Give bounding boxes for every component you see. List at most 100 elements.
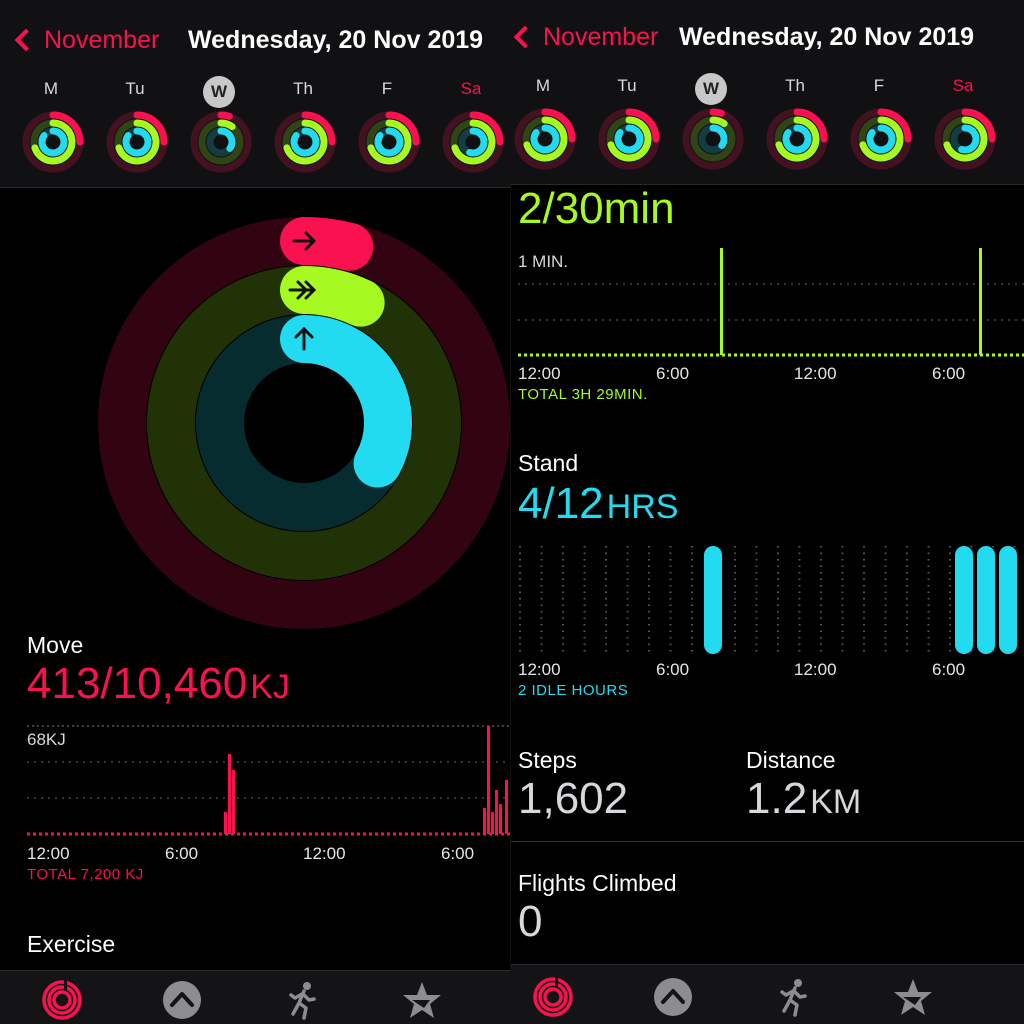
day-m[interactable]: M [14, 76, 88, 176]
tab-award-star[interactable] [891, 975, 935, 1019]
date-title: Wednesday, 20 Nov 2019 [679, 23, 975, 51]
stand-ring-progress [709, 124, 728, 149]
day-tu[interactable]: Tu [98, 76, 172, 176]
move-bar [487, 726, 490, 834]
day-label: Th [785, 76, 805, 95]
tab-activity-rings[interactable] [531, 975, 575, 1019]
move-bar [499, 804, 502, 834]
day-label: Sa [952, 76, 974, 95]
activity-rings-icon [533, 976, 573, 1017]
steps-title: Steps [518, 747, 577, 773]
stand-value-number: 4/12 [518, 479, 604, 528]
move-ring-progress [385, 111, 420, 146]
header: November Wednesday, 20 Nov 2019 M Tu W Th F S… [511, 0, 1024, 185]
exercise-chart-max-label: 1 MIN. [518, 252, 569, 271]
day-sa[interactable]: Sa [434, 76, 508, 176]
tab-activity-rings[interactable] [40, 978, 84, 1022]
day-label: F [873, 76, 885, 95]
award-star-icon [403, 982, 441, 1018]
move-ring-progress [961, 108, 996, 143]
award-star-icon [894, 979, 932, 1015]
exercise-ring-progress [31, 119, 76, 165]
exercise-double-arrow-icon [288, 280, 317, 300]
flights-title: Flights Climbed [518, 870, 677, 896]
activity-rings [98, 217, 510, 629]
move-unit: KJ [250, 668, 290, 706]
tick-label: 12:00 [27, 844, 70, 863]
nav-bar: November Wednesday, 20 Nov 2019 [511, 17, 1024, 57]
move-bar [505, 780, 508, 834]
tick-label: 6:00 [932, 364, 966, 383]
move-bar [228, 754, 231, 834]
day-w[interactable]: W [182, 76, 256, 176]
mini-activity-rings [106, 111, 168, 173]
activity-summary: Move 413/10,460KJ [0, 189, 510, 969]
stand-bar [999, 546, 1017, 654]
exercise-chart: 1 MIN. 12:00 6:00 12:00 6:00 TOTAL 3H 29… [518, 244, 1024, 404]
move-ring-progress [217, 111, 233, 120]
day-th[interactable]: Th [266, 76, 340, 176]
move-chart-plot [27, 725, 510, 836]
mini-activity-rings [274, 111, 336, 173]
move-bar [483, 808, 486, 834]
stand-value: 4/12HRS [518, 479, 678, 529]
stand-ring-progress [530, 124, 560, 154]
day-f[interactable]: F [842, 73, 916, 173]
tick-label: 12:00 [303, 844, 346, 863]
stand-bar [704, 546, 722, 654]
left-screen: November Wednesday, 20 Nov 2019 M Tu W Th F S… [0, 0, 510, 1024]
tick-label: 12:00 [518, 364, 561, 383]
stand-bar [977, 546, 995, 654]
move-ring-progress [301, 111, 336, 146]
week-strip: M Tu W Th F Sa [511, 73, 1024, 173]
day-label: M [43, 79, 59, 98]
day-w[interactable]: W [674, 73, 748, 173]
stand-unit: HRS [606, 488, 679, 526]
tab-award-star[interactable] [400, 978, 444, 1022]
tick-label: 12:00 [518, 660, 561, 679]
tab-running-figure[interactable] [280, 978, 324, 1022]
move-ring-progress [793, 108, 828, 143]
back-button[interactable]: November [511, 17, 658, 57]
exercise-ring-progress [451, 119, 496, 165]
mini-activity-rings [442, 111, 504, 173]
move-title: Move [27, 632, 84, 658]
stand-bars [704, 546, 1017, 654]
day-label: W [695, 73, 727, 105]
exercise-ring-progress [943, 116, 988, 162]
tab-chevron-up-circle[interactable] [160, 978, 204, 1022]
chevron-up-circle-icon [163, 981, 201, 1019]
day-f[interactable]: F [350, 76, 424, 176]
mini-activity-rings [22, 111, 84, 173]
stand-ring-progress [122, 127, 152, 157]
tick-label: 12:00 [794, 364, 837, 383]
distance-title: Distance [746, 747, 836, 773]
move-chart-max-label: 68KJ [27, 730, 66, 749]
mini-activity-rings [850, 108, 912, 170]
move-ring-progress [625, 108, 660, 143]
back-button[interactable]: November [12, 20, 159, 60]
tab-chevron-up-circle[interactable] [651, 975, 695, 1019]
exercise-ring-progress [523, 116, 568, 162]
day-tu[interactable]: Tu [590, 73, 664, 173]
day-th[interactable]: Th [758, 73, 832, 173]
day-label: Th [293, 79, 313, 98]
day-m[interactable]: M [511, 73, 580, 173]
stand-bar [955, 546, 973, 654]
activity-details: 2/30min 1 MIN. 12:00 6:00 12:00 6:00 TOT… [511, 186, 1024, 964]
mini-activity-rings [358, 111, 420, 173]
move-bar [495, 790, 498, 834]
date-title: Wednesday, 20 Nov 2019 [188, 26, 484, 54]
stand-ring-progress [782, 124, 812, 154]
exercise-ring-progress [859, 116, 904, 162]
chevron-up-circle-icon [654, 978, 692, 1016]
day-sa[interactable]: Sa [926, 73, 1000, 173]
stand-ring-progress [38, 127, 68, 157]
mini-activity-rings [190, 111, 252, 173]
tab-running-figure[interactable] [771, 975, 815, 1019]
stand-title: Stand [518, 450, 579, 476]
chevron-left-icon [14, 28, 38, 52]
stand-ring-progress [280, 315, 412, 488]
mini-activity-rings [682, 108, 744, 170]
mini-activity-rings [934, 108, 996, 170]
